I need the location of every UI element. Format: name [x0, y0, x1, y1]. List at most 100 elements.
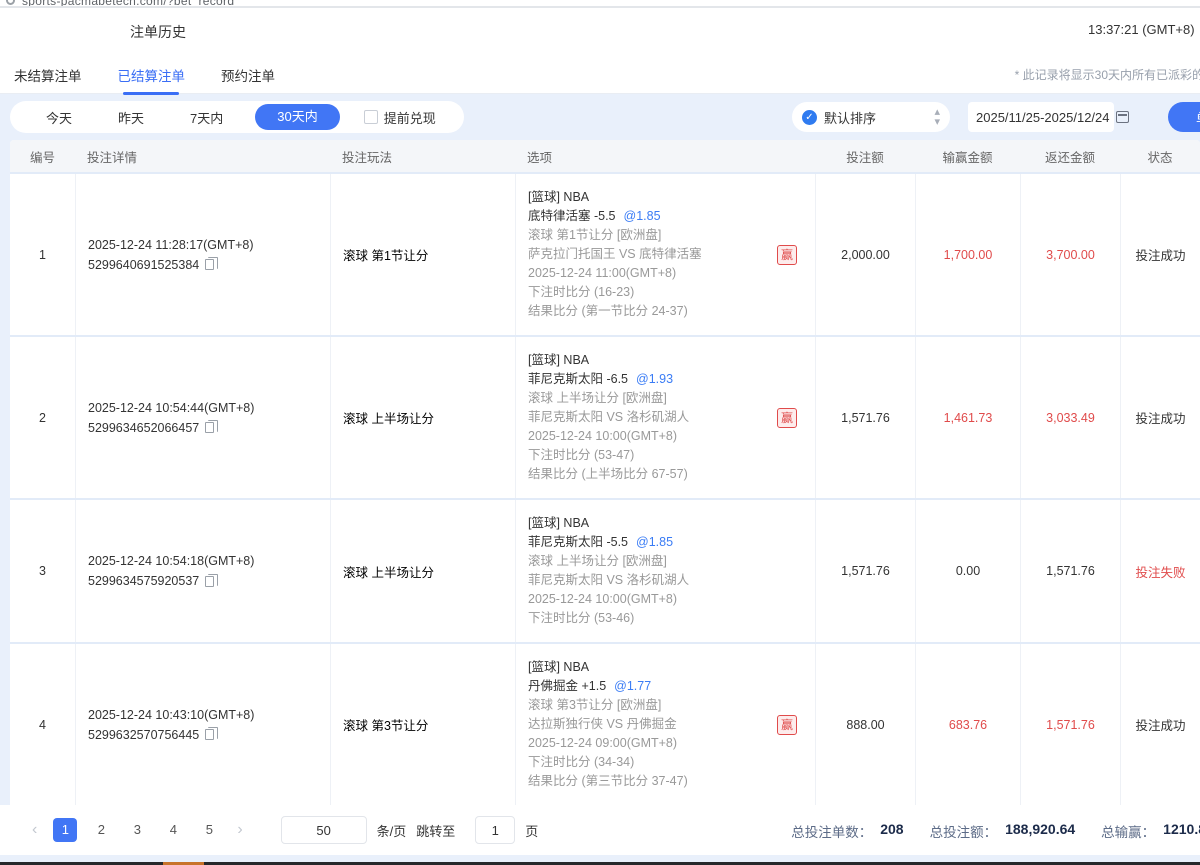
bottom-strip [0, 855, 1200, 862]
play-type-cell: 滚球 第1节让分 [330, 174, 515, 335]
score-at-bet: 下注时比分 (53-46) [528, 611, 635, 625]
bet-time: 2025-12-24 10:54:18(GMT+8) [88, 554, 255, 568]
filter-yesterday-button[interactable]: 昨天 [118, 110, 145, 126]
match-time: 2025-12-24 09:00(GMT+8) [528, 736, 678, 750]
league: [篮球] NBA [528, 190, 590, 204]
jump-label: 跳转至 [416, 823, 456, 839]
copy-icon[interactable] [205, 257, 219, 270]
win-badge: 赢 [777, 714, 797, 735]
order-id: 5299634575920537 [88, 574, 200, 588]
quick-date-group: 今天 昨天 7天内 30天内 提前兑现 [10, 101, 464, 133]
row-number: 3 [39, 564, 46, 578]
chevron-right-icon[interactable]: › [237, 821, 243, 838]
page-button-5[interactable]: 5 [205, 822, 213, 837]
row-number: 4 [39, 717, 46, 732]
option-cell: [篮球] NBA 丹佛掘金 +1.5 @1.77 滚球 第3节让分 [欧洲盘] 达… [515, 644, 815, 805]
total-winloss-value: 1210.8 [1163, 821, 1200, 837]
tab-unsettled[interactable]: 未结算注单 [14, 68, 82, 84]
page-unit-label: 页 [525, 823, 539, 839]
score-at-bet: 下注时比分 (34-34) [528, 755, 635, 769]
win-badge: 赢 [777, 407, 797, 428]
odds: @1.85 [636, 535, 674, 549]
table-row: 3 2025-12-24 10:54:18(GMT+8) 52996345759… [10, 498, 1200, 642]
row-number: 1 [39, 247, 46, 262]
bet-time: 2025-12-24 10:54:44(GMT+8) [88, 400, 255, 415]
option-cell: [篮球] NBA 菲尼克斯太阳 -6.5 @1.93 滚球 上半场让分 [欧洲盘]… [515, 337, 815, 498]
league: [篮球] NBA [528, 516, 590, 530]
match-time: 2025-12-24 10:00(GMT+8) [528, 429, 678, 443]
total-amount-value: 188,920.64 [1005, 821, 1076, 837]
bet-detail-cell: 2025-12-24 11:28:17(GMT+8) 5299640691525… [75, 174, 330, 335]
page-header: 注单历史 13:37:21 (GMT+8) [0, 8, 1200, 56]
match-time: 2025-12-24 10:00(GMT+8) [528, 592, 678, 606]
early-cashout-checkbox[interactable]: 提前兑现 [363, 108, 436, 127]
match-time: 2025-12-24 11:00(GMT+8) [528, 266, 677, 280]
winloss-amount: 683.76 [915, 644, 1020, 805]
pick: 菲尼克斯太阳 -5.5 [528, 535, 629, 549]
date-range-picker[interactable]: 2025/11/25-2025/12/24 [968, 102, 1129, 132]
filter-today-button[interactable]: 今天 [46, 110, 73, 126]
bet-amount: 1,571.76 [815, 500, 915, 642]
tab-settled[interactable]: 已结算注单 [116, 56, 188, 94]
action-button[interactable]: 单 [1168, 102, 1200, 132]
col-header-status: 状态 [1147, 150, 1173, 165]
sort-arrows-icon: ▴ ▾ [934, 106, 940, 128]
table-header-row: 编号 投注详情 投注玩法 选项 投注额 输赢金额 返还金额 状态 [10, 140, 1200, 172]
page-button-4[interactable]: 4 [169, 822, 177, 837]
table-row: 2 2025-12-24 10:54:44(GMT+8) 52996346520… [10, 335, 1200, 498]
col-header-option: 选项 [527, 150, 553, 165]
pick: 菲尼克斯太阳 -6.5 [528, 372, 629, 386]
match-teams: 菲尼克斯太阳 VS 洛杉矶湖人 [528, 410, 690, 424]
tabs-bar: 未结算注单 已结算注单 预约注单 * 此记录将显示30天内所有已派彩的 [0, 56, 1200, 94]
browser-url-bar: sports-pacmabetech.com/?bet_record [0, 0, 1200, 8]
copy-icon[interactable] [205, 727, 219, 740]
pick: 丹佛掘金 +1.5 [528, 679, 607, 693]
order-id: 5299632570756445 [88, 727, 200, 742]
check-circle-icon: ✓ [802, 109, 817, 125]
col-header-returned: 返还金额 [1044, 150, 1095, 165]
browser-url: sports-pacmabetech.com/?bet_record [22, 0, 235, 8]
result-score: 结果比分 (上半场比分 67-57) [528, 467, 688, 481]
total-winloss-label: 总输赢： [1101, 825, 1156, 840]
match-teams: 菲尼克斯太阳 VS 洛杉矶湖人 [528, 573, 690, 587]
pagination-bar: ‹ 1 2 3 4 5 › 条/页 跳转至 页 总投注单数： 208 总投注额： 1… [0, 805, 1200, 855]
page-button-2[interactable]: 2 [97, 822, 105, 837]
total-count-label: 总投注单数： [791, 825, 873, 840]
bet-time: 2025-12-24 10:43:10(GMT+8) [88, 707, 255, 722]
copy-icon[interactable] [205, 573, 219, 587]
chevron-left-icon[interactable]: ‹ [32, 821, 38, 838]
win-badge: 赢 [777, 244, 797, 265]
bet-detail-cell: 2025-12-24 10:43:10(GMT+8) 5299632570756… [75, 644, 330, 805]
score-at-bet: 下注时比分 (53-47) [528, 448, 635, 462]
result-score: 结果比分 (第三节比分 37-47) [528, 774, 688, 788]
bet-amount: 888.00 [815, 644, 915, 805]
page-title: 注单历史 [130, 24, 186, 40]
status-text: 投注失败 [1120, 500, 1200, 642]
option-cell: [篮球] NBA 菲尼克斯太阳 -5.5 @1.85 滚球 上半场让分 [欧洲盘]… [515, 500, 815, 642]
pick: 底特律活塞 -5.5 [528, 209, 616, 223]
filter-7days-button[interactable]: 7天内 [190, 110, 224, 126]
bet-amount: 1,571.76 [815, 337, 915, 498]
league: [篮球] NBA [528, 353, 590, 367]
market: 滚球 上半场让分 [欧洲盘] [528, 554, 667, 568]
copy-icon[interactable] [205, 420, 219, 433]
filter-30days-button[interactable]: 30天内 [255, 104, 340, 130]
taskbar-orange-indicator [163, 862, 204, 865]
main-content: 今天 昨天 7天内 30天内 提前兑现 ✓ 默认排序 ▴ ▾ 2025/11/25… [0, 94, 1200, 865]
winloss-amount: 1,461.73 [915, 337, 1020, 498]
page-size-input[interactable] [280, 816, 367, 844]
calendar-icon [1115, 111, 1129, 123]
order-id: 5299640691525384 [88, 257, 200, 272]
odds: @1.77 [614, 679, 652, 693]
server-time: 13:37:21 (GMT+8) [1088, 22, 1195, 37]
jump-page-input[interactable] [475, 816, 516, 844]
tab-reserved[interactable]: 预约注单 [221, 68, 275, 84]
col-header-amount: 投注额 [846, 150, 884, 165]
returned-amount: 1,571.76 [1020, 500, 1120, 642]
sort-select[interactable]: ✓ 默认排序 ▴ ▾ [792, 102, 950, 132]
odds: @1.93 [636, 372, 674, 386]
page-button-1[interactable]: 1 [53, 818, 78, 842]
bet-amount: 2,000.00 [815, 174, 915, 335]
market: 滚球 第3节让分 [欧洲盘] [528, 698, 662, 712]
page-button-3[interactable]: 3 [133, 822, 141, 837]
